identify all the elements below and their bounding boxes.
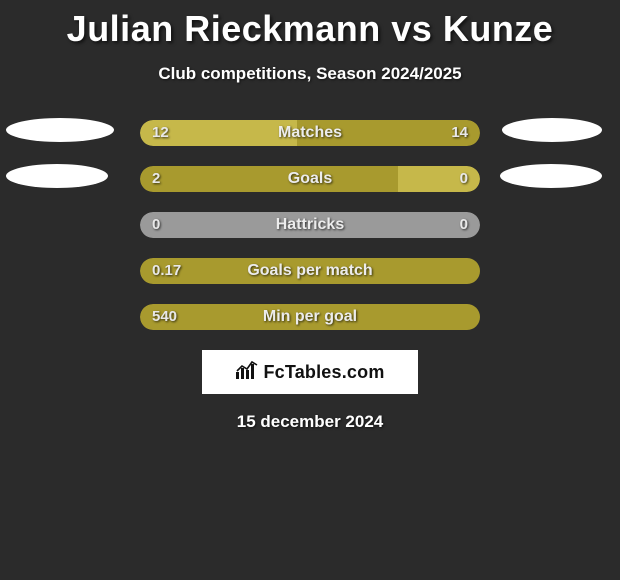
side-ellipse: [6, 164, 108, 188]
date-text: 15 december 2024: [0, 412, 620, 432]
brand-chart-icon: [235, 360, 259, 385]
subtitle: Club competitions, Season 2024/2025: [0, 64, 620, 84]
brand-badge: FcTables.com: [202, 350, 418, 394]
stat-row: 1214Matches: [0, 120, 620, 146]
stat-row: 00Hattricks: [0, 212, 620, 238]
stat-label: Min per goal: [140, 304, 480, 330]
brand-text: FcTables.com: [263, 362, 384, 383]
stat-label: Matches: [140, 120, 480, 146]
stat-row: 540Min per goal: [0, 304, 620, 330]
side-ellipse: [500, 164, 602, 188]
stats-container: 1214Matches 20Goals 00Hattricks 0.17Goals p…: [0, 120, 620, 330]
stat-label: Goals per match: [140, 258, 480, 284]
page-title: Julian Rieckmann vs Kunze: [0, 0, 620, 50]
stat-label: Goals: [140, 166, 480, 192]
stat-row: 0.17Goals per match: [0, 258, 620, 284]
side-ellipse: [502, 118, 602, 142]
side-ellipse: [6, 118, 114, 142]
stat-label: Hattricks: [140, 212, 480, 238]
stat-row: 20Goals: [0, 166, 620, 192]
